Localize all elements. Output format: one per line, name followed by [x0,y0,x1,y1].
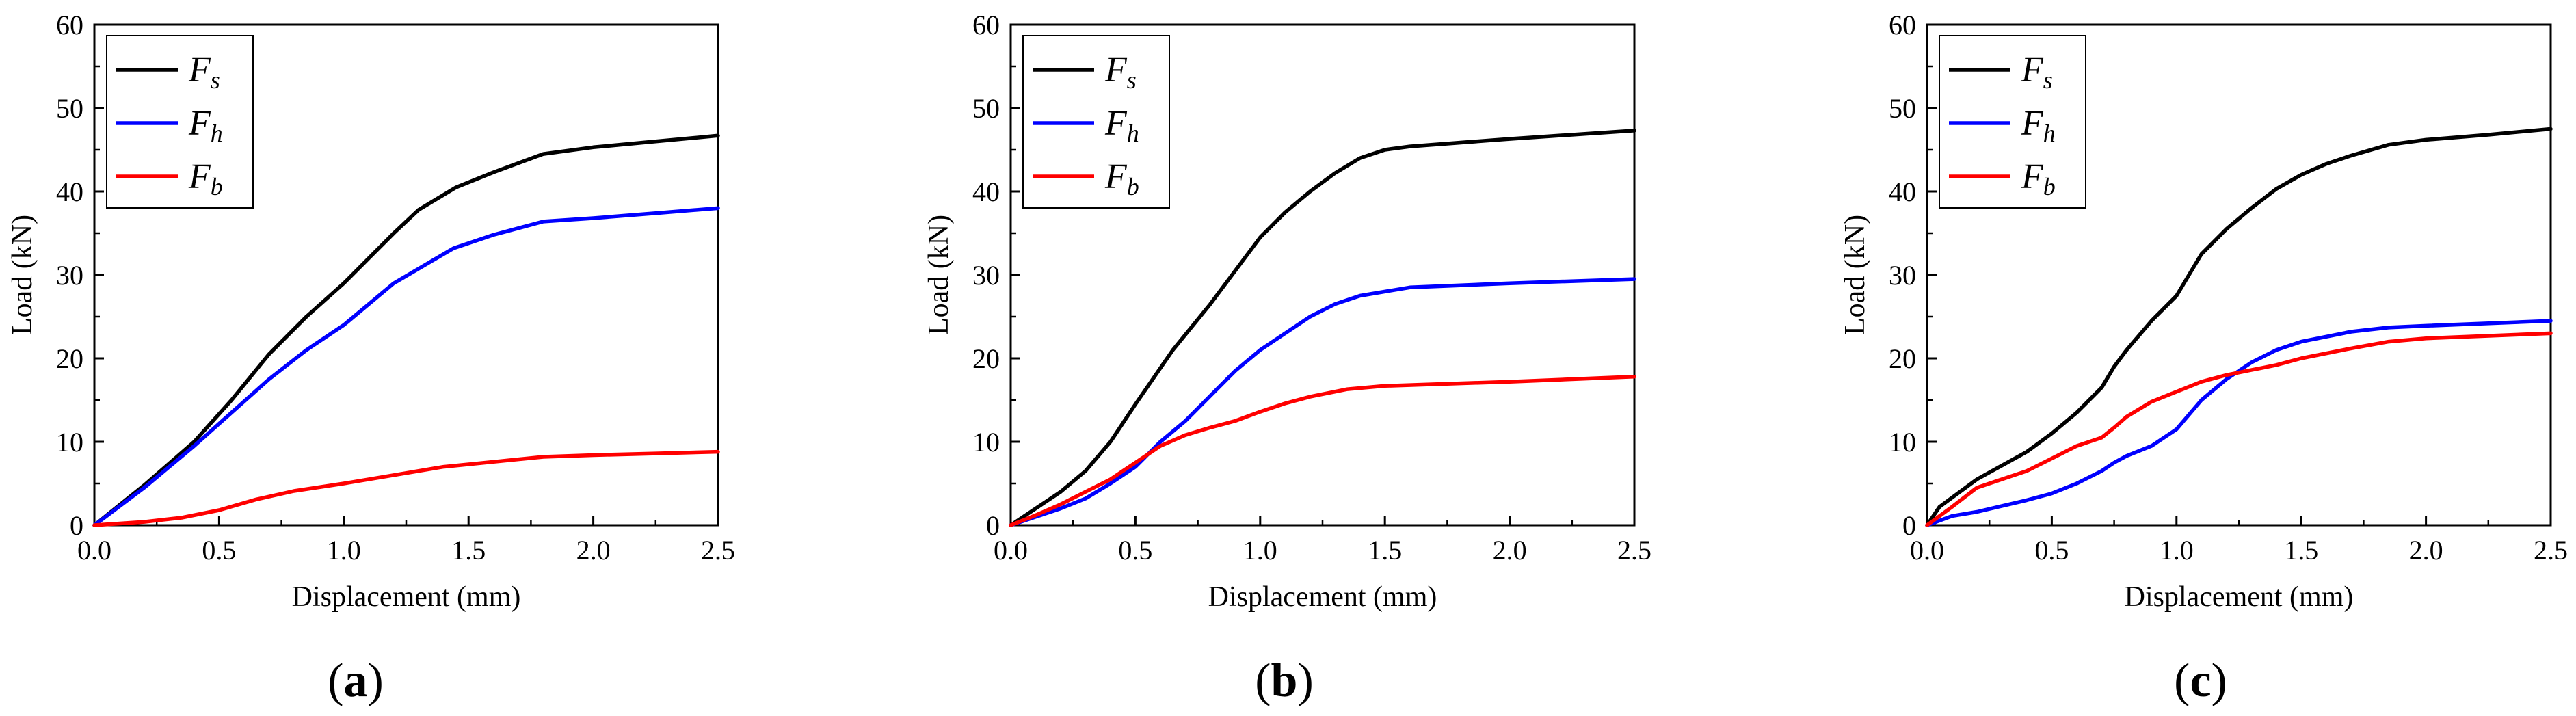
x-tick-label: 2.5 [2534,535,2568,566]
legend: Fs Fh Fb [106,35,254,209]
legend-label: Fh [2021,104,2056,147]
x-tick-label: 0.0 [77,535,111,566]
x-tick-label: 0.5 [2034,535,2069,566]
legend-label: Fs [2021,51,2053,94]
y-tick-label: 60 [1889,10,1916,40]
legend-label: Fs [1104,51,1137,94]
y-tick-label: 50 [1889,93,1916,124]
y-tick-label: 40 [1889,176,1916,207]
y-tick-label: 0 [70,510,83,541]
y-tick-label: 30 [56,260,83,291]
x-tick-label: 2.0 [2409,535,2443,566]
y-tick-label: 50 [972,93,1000,124]
chart-panel-b: 0.0 0.5 1.0 1.5 2.0 2.5 0 10 20 30 40 50 60 Displacem… [923,10,1651,707]
series-line-Fb [92,449,720,527]
legend: Fs Fh Fb [1022,35,1170,209]
x-tick-label: 2.5 [1617,535,1651,566]
series-line-Fh [1009,277,1636,527]
x-tick-label: 1.0 [1243,535,1277,566]
y-axis-title: Load (kN) [1840,215,1871,335]
series-line-Fs [1009,129,1636,527]
y-tick-label: 60 [56,10,83,40]
x-tick-label: 0.5 [1118,535,1152,566]
series-line-Fs [1925,127,2553,527]
legend-label: Fb [1104,157,1139,200]
y-tick-label: 40 [972,176,1000,207]
x-tick-label: 1.0 [2160,535,2194,566]
y-tick-label: 20 [972,343,1000,374]
x-axis-title: Displacement (mm) [1208,581,1437,613]
y-tick-label: 10 [972,427,1000,458]
y-tick-label: 50 [56,93,83,124]
legend-label: Fs [188,51,220,94]
x-tick-label: 1.5 [1368,535,1402,566]
x-tick-label: 2.0 [1493,535,1527,566]
panel-label: (c) [2174,654,2227,707]
y-tick-label: 30 [972,260,1000,291]
y-tick-label: 0 [1902,510,1916,541]
legend-label: Fb [2021,157,2056,200]
x-tick-label: 0.5 [202,535,236,566]
y-axis-title: Load (kN) [7,215,38,335]
series-line-Fh [1925,319,2553,527]
chart-panel-c: 0.0 0.5 1.0 1.5 2.0 2.5 0 10 20 30 40 50 60 Displacem… [1840,10,2568,707]
y-tick-label: 30 [1889,260,1916,291]
y-tick-label: 0 [986,510,1000,541]
series-line-Fs [92,133,720,527]
y-axis-title: Load (kN) [923,215,955,335]
x-tick-label: 1.5 [451,535,486,566]
legend-label: Fb [188,157,223,200]
x-tick-label: 0.0 [1910,535,1944,566]
x-tick-label: 2.5 [701,535,735,566]
y-tick-label: 60 [972,10,1000,40]
chart-panel-a: 0.0 0.5 1.0 1.5 2.0 2.5 0 10 20 30 40 50 60 Displacem… [7,10,735,707]
legend-label: Fh [188,104,223,147]
x-tick-label: 0.0 [994,535,1028,566]
panel-label: (a) [328,654,384,707]
y-tick-label: 40 [56,176,83,207]
x-axis-title: Displacement (mm) [2125,581,2354,613]
x-tick-label: 2.0 [576,535,611,566]
x-tick-label: 1.0 [327,535,361,566]
legend: Fs Fh Fb [1939,35,2086,209]
x-axis-title: Displacement (mm) [292,581,521,613]
series-line-Fb [1925,331,2553,527]
panel-label: (b) [1255,654,1314,707]
x-tick-label: 1.5 [2284,535,2318,566]
y-tick-label: 10 [1889,427,1916,458]
series-line-Fb [1009,375,1636,527]
y-tick-label: 20 [1889,343,1916,374]
y-tick-label: 10 [56,427,83,458]
y-tick-label: 20 [56,343,83,374]
legend-label: Fh [1104,104,1139,147]
series-line-Fh [92,206,720,527]
